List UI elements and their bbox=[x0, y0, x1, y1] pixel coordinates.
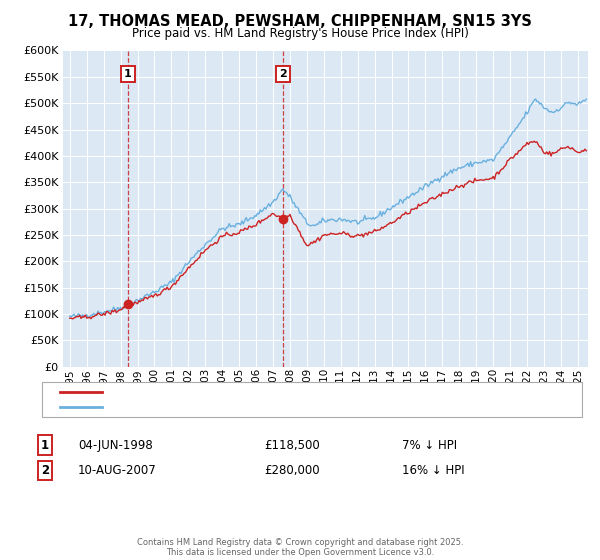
Text: Price paid vs. HM Land Registry's House Price Index (HPI): Price paid vs. HM Land Registry's House … bbox=[131, 27, 469, 40]
Text: 7% ↓ HPI: 7% ↓ HPI bbox=[402, 438, 457, 452]
Text: 1: 1 bbox=[41, 438, 49, 452]
Text: 04-JUN-1998: 04-JUN-1998 bbox=[78, 438, 153, 452]
Text: £280,000: £280,000 bbox=[264, 464, 320, 477]
Text: 17, THOMAS MEAD, PEWSHAM, CHIPPENHAM, SN15 3YS (detached house): 17, THOMAS MEAD, PEWSHAM, CHIPPENHAM, SN… bbox=[111, 387, 497, 397]
Text: Contains HM Land Registry data © Crown copyright and database right 2025.
This d: Contains HM Land Registry data © Crown c… bbox=[137, 538, 463, 557]
Text: 17, THOMAS MEAD, PEWSHAM, CHIPPENHAM, SN15 3YS: 17, THOMAS MEAD, PEWSHAM, CHIPPENHAM, SN… bbox=[68, 14, 532, 29]
Text: HPI: Average price, detached house, Wiltshire: HPI: Average price, detached house, Wilt… bbox=[111, 402, 350, 412]
Text: £118,500: £118,500 bbox=[264, 438, 320, 452]
Text: 2: 2 bbox=[279, 69, 287, 79]
Text: 10-AUG-2007: 10-AUG-2007 bbox=[78, 464, 157, 477]
Text: 16% ↓ HPI: 16% ↓ HPI bbox=[402, 464, 464, 477]
Text: 2: 2 bbox=[41, 464, 49, 477]
Text: 1: 1 bbox=[124, 69, 131, 79]
